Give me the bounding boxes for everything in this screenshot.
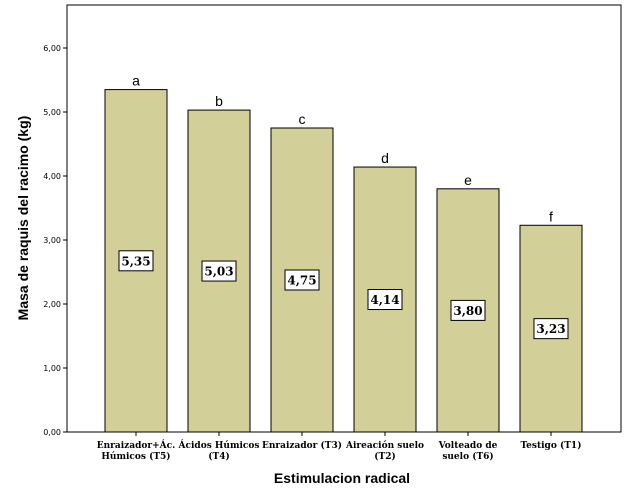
value-label-box <box>201 260 237 282</box>
x-tick-label: Húmicos (T5) <box>101 451 170 462</box>
x-tick-label: Testigo (T1) <box>521 440 582 451</box>
value-label: 3,23 <box>536 322 565 336</box>
x-tick-label: (T4) <box>208 451 229 462</box>
x-tick-label: Ácidos Húmicos <box>178 439 260 451</box>
y-tick-label: 3,00 <box>43 236 61 245</box>
bar <box>353 166 417 433</box>
y-tick-label: 5,00 <box>43 108 61 117</box>
y-axis: 0,00 1,00 2,00 3,00 4,00 5,00 6,00 <box>43 44 67 437</box>
value-label: 5,03 <box>204 265 233 279</box>
x-tick-label: Volteado de <box>438 441 498 451</box>
value-label-box <box>284 269 320 291</box>
bar-letter: c <box>299 111 306 127</box>
y-tick-label: 0,00 <box>43 428 61 437</box>
x-tick-label: Enraizador (T3) <box>262 440 342 451</box>
value-label: 4,14 <box>370 293 399 307</box>
value-label: 5,35 <box>121 254 150 268</box>
value-label-box <box>450 299 486 321</box>
bars: a 5,35 b 5,03 c 4,75 d 4,14 e 3,80 f 3,23 <box>104 73 583 433</box>
x-tick-label: Enraizador+Ác. <box>97 439 176 451</box>
value-label-box <box>367 289 403 311</box>
y-tick-label: 4,00 <box>43 172 61 181</box>
y-axis-title: Masa de raquis del racimo (kg) <box>15 116 31 321</box>
value-label: 3,80 <box>453 304 482 318</box>
x-tick-label: suelo (T6) <box>442 451 493 462</box>
x-tick-label: Aireación suelo <box>345 440 424 451</box>
y-tick-label: 6,00 <box>43 44 61 53</box>
y-tick-label: 1,00 <box>43 364 61 373</box>
bar-letter: d <box>381 150 389 166</box>
x-axis-title: Estimulacion radical <box>274 470 410 486</box>
bar-letter: e <box>464 172 472 188</box>
x-tick-label: (T2) <box>374 451 395 462</box>
value-label-box <box>533 318 569 340</box>
value-label: 4,75 <box>287 274 316 288</box>
plot-frame <box>66 4 622 433</box>
bar-letter: a <box>132 73 140 89</box>
y-tick-label: 2,00 <box>43 300 61 309</box>
bar-letter: f <box>549 208 553 224</box>
x-axis: Enraizador+Ác.Húmicos (T5) Ácidos Húmicos… <box>97 432 582 462</box>
value-label-box <box>118 250 154 272</box>
bar-letter: b <box>215 93 223 109</box>
